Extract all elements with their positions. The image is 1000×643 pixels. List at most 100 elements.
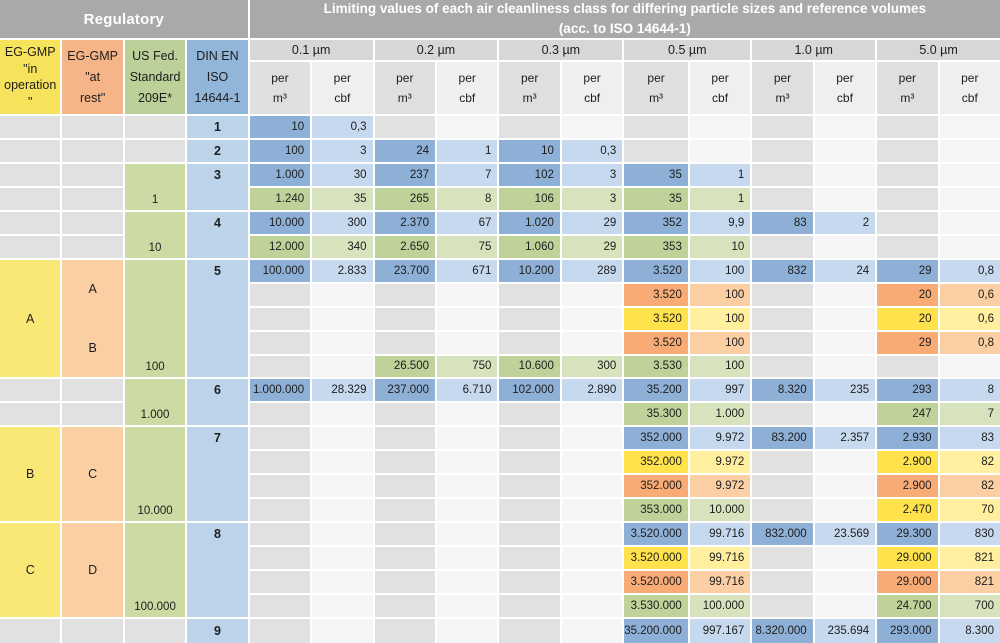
empty-cell [499,403,560,426]
value-cell: 29 [877,259,938,282]
empty-cell [499,283,560,306]
empty-cell [0,139,61,162]
empty-cell [752,163,813,186]
empty-cell [752,475,813,498]
value-cell: 3.520.000 [624,547,688,570]
fed-class-label: 10.000 [124,427,186,522]
value-cell: 6.710 [437,379,498,402]
empty-cell [499,523,560,546]
col-header-us-fed-standard-209e-line: US Fed. [132,49,178,63]
value-cell: 2.370 [374,211,435,234]
value-cell: 3 [561,187,623,210]
empty-cell [561,547,623,570]
empty-cell [249,595,311,617]
col-header-eg-gmp-at-rest-line: EG-GMP [67,49,118,63]
empty-cell [814,595,876,617]
value-cell: 247 [877,403,938,426]
empty-cell [374,499,435,522]
empty-cell [814,116,876,138]
empty-cell [249,619,311,643]
iso-class-label: 9 [187,619,248,643]
value-cell: 75 [437,235,498,258]
empty-cell [312,355,373,378]
iso-class-label: 1 [187,116,248,138]
value-cell: 29 [877,331,938,354]
gmp-rest-label: C [62,427,123,522]
empty-cell [499,451,560,474]
value-cell: 9.972 [689,427,751,450]
value-cell: 8 [437,187,498,210]
empty-cell [561,619,623,643]
unit-header-cbf-line: cbf [584,91,601,105]
empty-cell [124,139,186,162]
value-cell: 997 [689,379,751,402]
unit-header-m3-line: m³ [397,91,412,105]
value-cell: 35 [624,163,688,186]
empty-cell [814,355,876,378]
gmp-operation-label-line: B [26,467,35,482]
unit-header-m3-line: m³ [272,91,287,105]
unit-header-cbf-line: cbf [961,91,978,105]
unit-header-cbf-line: per [711,71,729,85]
value-cell: 2.470 [877,499,938,522]
empty-cell [0,187,61,210]
empty-cell [561,499,623,522]
value-cell: 67 [437,211,498,234]
empty-cell [689,139,751,162]
empty-cell [437,475,498,498]
value-cell: 2.357 [814,427,876,450]
empty-cell [814,571,876,594]
value-cell: 100.000 [689,595,751,617]
gmp-rest-label-line: B [88,341,97,356]
empty-cell [62,235,123,258]
unit-header-m3-line: per [898,71,917,85]
empty-cell [752,499,813,522]
empty-cell [752,139,813,162]
empty-cell [437,523,498,546]
empty-cell [499,475,560,498]
unit-header-m3-line: per [647,71,665,85]
empty-cell [561,523,623,546]
gmp-operation-label: A [0,259,61,378]
value-cell: 30 [312,163,373,186]
unit-header-cbf-line: cbf [334,91,351,105]
value-cell: 750 [437,355,498,378]
value-cell: 10.000 [249,211,311,234]
unit-header-m3-line: m³ [522,91,537,105]
value-cell: 29 [561,211,623,234]
value-cell: 8.320.000 [752,619,813,643]
unit-header-cbf: per cbf [939,62,1000,114]
empty-cell [561,331,623,354]
value-cell: 12.000 [249,235,311,258]
empty-cell [939,355,1000,378]
empty-cell [374,451,435,474]
empty-cell [561,283,623,306]
empty-cell [877,163,938,186]
empty-cell [374,403,435,426]
empty-cell [312,619,373,643]
unit-header-m3-line: per [520,71,539,85]
value-cell: 1 [689,187,751,210]
empty-cell [561,307,623,330]
value-cell: 2.930 [877,427,938,450]
value-cell: 7 [939,403,1000,426]
value-cell: 1.060 [499,235,560,258]
empty-cell [939,139,1000,162]
unit-header-cbf-line: per [458,71,476,85]
value-cell: 235.694 [814,619,876,643]
value-cell: 99.716 [689,547,751,570]
empty-cell [814,331,876,354]
fed-class-label: 1 [124,163,186,210]
empty-cell [814,235,876,258]
empty-cell [62,379,123,402]
value-cell: 821 [939,571,1000,594]
empty-cell [374,595,435,617]
unit-header-cbf-line: cbf [836,91,853,105]
col-header-din-en-iso-14644-1-line: 14644-1 [194,91,241,105]
empty-cell [561,427,623,450]
value-cell: 100 [689,259,751,282]
empty-cell [62,187,123,210]
value-cell: 1.240 [249,187,311,210]
empty-cell [312,595,373,617]
particle-size-header: 5.0 µm [877,40,1000,60]
